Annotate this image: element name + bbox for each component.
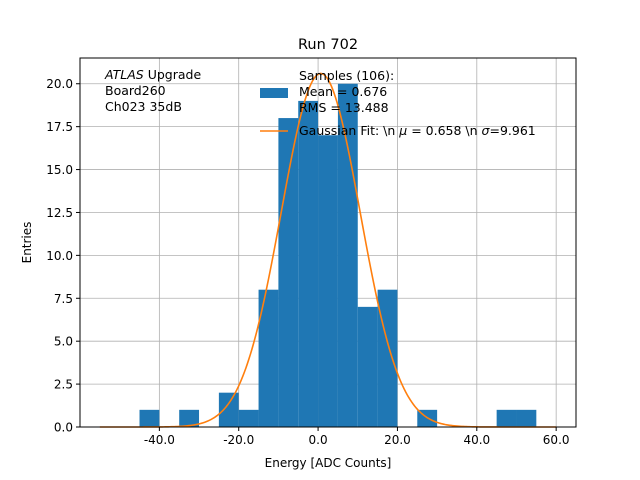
y-tick-label-7: 17.5 [46,120,73,134]
chart-title: Run 702 [298,37,358,53]
x-tick-label-5: 60.0 [543,433,570,447]
y-tick-label-3: 7.5 [54,292,73,306]
legend: Samples (106): Mean = 0.676 RMS = 13.488… [260,68,536,138]
histogram-bar-13 [516,409,537,427]
y-axis-ticks: 0.0 2.5 5.0 7.5 10.0 12.5 15.0 17.5 20.0 [46,77,80,435]
plot-frame [79,57,577,428]
histogram-bar-0 [139,409,160,427]
legend-samples-line-1: Mean = 0.676 [299,84,387,99]
x-tick-label-3: 20.0 [384,433,411,447]
y-tick-label-1: 2.5 [54,378,73,392]
y-tick-label-6: 15.0 [46,163,73,177]
histogram-bar-2 [218,392,239,427]
histogram-bar-12 [496,409,517,427]
legend-samples-line-2: RMS = 13.488 [299,100,389,115]
x-tick-label-0: -40.0 [144,433,175,447]
histogram-bar-7 [318,135,338,428]
annotation-line-0: ATLAS Upgrade [104,67,201,82]
legend-samples-swatch [260,88,288,98]
y-tick-label-2: 5.0 [54,335,73,349]
annotation-line-1: Board260 [105,83,166,98]
y-tick-label-8: 20.0 [46,77,73,91]
histogram-bar-10 [377,289,398,427]
x-axis-label: Energy [ADC Counts] [265,456,392,470]
histogram-bar-5 [278,118,299,428]
histogram-bar-4 [258,289,279,427]
histogram-bar-3 [238,409,259,427]
x-tick-label-2: 0.0 [309,433,328,447]
histogram-bar-9 [357,306,378,427]
atlas-annotation: ATLAS Upgrade Board260 Ch023 35dB [104,67,201,114]
x-tick-label-4: 40.0 [463,433,490,447]
y-tick-label-0: 0.0 [54,421,73,435]
histogram-bar-1 [179,409,200,427]
x-axis-ticks: -40.0 -20.0 0.0 20.0 40.0 60.0 [144,427,570,447]
y-tick-label-5: 12.5 [46,206,73,220]
y-axis-label: Entries [20,222,34,264]
y-tick-label-4: 10.0 [46,249,73,263]
histogram-bar-6 [298,100,319,427]
legend-fit-text: Gaussian Fit: \n μ = 0.658 \n σ=9.961 [299,123,536,138]
annotation-line-2: Ch023 35dB [105,99,182,114]
legend-samples-line-0: Samples (106): [299,68,394,83]
histogram-bars [139,83,537,428]
x-tick-label-1: -20.0 [223,433,254,447]
